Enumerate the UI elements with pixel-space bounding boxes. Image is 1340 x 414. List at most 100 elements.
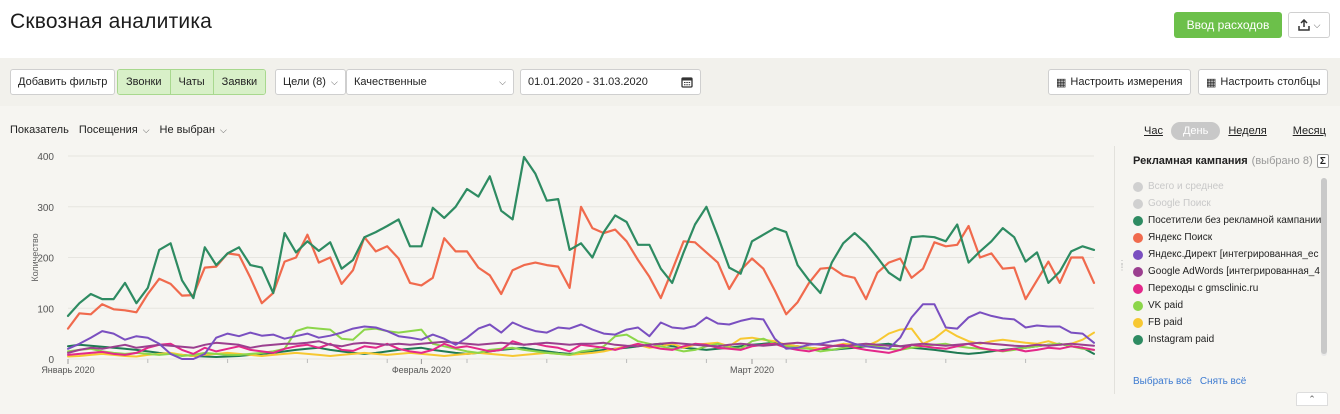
legend-item[interactable]: Всего и среднее (1133, 178, 1329, 195)
setup-columns-button[interactable]: ▦ Настроить столбцы (1198, 69, 1329, 95)
campaign-legend: Рекламная кампания (выбрано 8) Σ Всего и… (1133, 154, 1329, 352)
legend-selected-count: (выбрано 8) (1251, 155, 1313, 167)
legend-color-dot (1133, 317, 1143, 328)
legend-item-label: Google Поиск (1148, 198, 1211, 209)
quality-select[interactable]: Качественные ⌵ (346, 69, 514, 95)
y-tick-label: 400 (37, 152, 54, 163)
period-hour[interactable]: Час (1144, 125, 1163, 137)
period-week[interactable]: Неделя (1228, 125, 1267, 137)
goals-dropdown[interactable]: Цели (8) ⌵ (275, 69, 346, 95)
y-tick-label: 300 (37, 203, 54, 214)
indicator-controls: Показатель Посещения ⌵ Не выбран ⌵ (10, 124, 227, 136)
add-filter-button[interactable]: Добавить фильтр (10, 69, 116, 95)
setup-dimensions-button[interactable]: ▦ Настроить измерения (1048, 69, 1191, 95)
legend-item-label: Яндекс Поиск (1148, 232, 1213, 243)
legend-item-label: FB paid (1148, 317, 1183, 328)
legend-color-dot (1133, 351, 1143, 352)
resize-handle[interactable]: ⋮ ⋮ (1118, 259, 1126, 272)
segment-calls[interactable]: Звонки (118, 70, 171, 94)
y-tick-label: 0 (48, 355, 54, 366)
legend-header: Рекламная кампания (выбрано 8) Σ (1133, 154, 1329, 168)
chevron-down-icon: ⌵ (1313, 19, 1321, 30)
x-tick-label: Январь 2020 (41, 365, 94, 375)
legend-scrollbar-thumb[interactable] (1321, 178, 1327, 354)
legend-item[interactable]: Переходы с gmsclinic.ru (1133, 280, 1329, 297)
y-axis-label: Количество (30, 233, 40, 281)
segment-chats[interactable]: Чаты (170, 70, 214, 94)
secondary-value: Не выбран (159, 124, 215, 136)
export-button[interactable]: ⌵ (1288, 12, 1330, 38)
legend-item[interactable]: Google Поиск (1133, 195, 1329, 212)
date-range-picker[interactable]: 01.01.2020 - 31.03.2020 (520, 69, 701, 95)
sigma-icon[interactable]: Σ (1316, 154, 1329, 168)
period-month[interactable]: Месяц (1292, 125, 1326, 137)
legend-item-label: Instagram paid (1148, 334, 1215, 345)
series-line (66, 205, 1096, 330)
setup-columns-label: Настроить столбцы (1220, 76, 1321, 88)
legend-item-label: Яндекс.Директ [интегрированная_ес (1148, 249, 1319, 260)
columns-icon: ▦ (1206, 76, 1217, 89)
series-line (66, 155, 1096, 317)
indicator-dropdown[interactable]: Посещения ⌵ (79, 124, 150, 136)
period-switcher: Час День Неделя Месяц (1136, 122, 1334, 140)
x-tick-label: Февраль 2020 (392, 365, 451, 375)
legend-item-label: Всего и среднее (1148, 181, 1224, 192)
date-range-value: 01.01.2020 - 31.03.2020 (528, 76, 648, 88)
legend-item-label: Посетители без рекламной кампании (1148, 215, 1322, 226)
y-tick-label: 200 (37, 254, 54, 265)
legend-item[interactable]: Яндекс.Директ [интегрированная_ес (1133, 246, 1329, 263)
legend-color-dot (1133, 232, 1143, 243)
chevron-down-icon: ⌵ (142, 125, 150, 135)
filter-toolbar: Добавить фильтр Звонки Чаты Заявки Цели … (0, 58, 1340, 106)
legend-item-label: Google AdWords [интегрированная_4 (1148, 266, 1320, 277)
legend-color-dot (1133, 198, 1143, 209)
legend-color-dot (1133, 215, 1143, 226)
chevron-down-icon: ⌵ (499, 76, 506, 87)
legend-item[interactable]: Instagram (1133, 348, 1329, 352)
columns-icon: ▦ (1056, 76, 1067, 89)
series-line (67, 303, 1095, 360)
segment-requests[interactable]: Заявки (213, 70, 266, 94)
page-title: Сквозная аналитика (10, 10, 213, 33)
legend-item[interactable]: Instagram paid (1133, 331, 1329, 348)
legend-color-dot (1133, 283, 1143, 294)
legend-item-label: Instagram (1148, 351, 1192, 352)
legend-item-label: VK paid (1148, 300, 1184, 311)
quality-value: Качественные (354, 76, 427, 88)
legend-item[interactable]: VK paid (1133, 297, 1329, 314)
chevron-up-icon: ⌃ (1308, 393, 1316, 404)
period-day[interactable]: День (1170, 122, 1221, 140)
collapse-button[interactable]: ⌃ (1296, 392, 1328, 406)
legend-item[interactable]: FB paid (1133, 314, 1329, 331)
setup-dimensions-label: Настроить измерения (1070, 76, 1183, 88)
legend-color-dot (1133, 334, 1143, 345)
clear-all-link[interactable]: Снять всё (1199, 376, 1247, 387)
line-chart: 0 100 200 300 400 Январь 2020 Февраль 2020 Март… (30, 152, 1096, 375)
series-line (67, 326, 1095, 357)
channel-segment-control: Звонки Чаты Заявки (117, 69, 267, 95)
select-all-link[interactable]: Выбрать всё (1133, 376, 1192, 387)
legend-actions: Выбрать всё Снять всё (1133, 376, 1246, 387)
y-tick-label: 100 (37, 304, 54, 315)
expenses-input-button[interactable]: Ввод расходов (1174, 12, 1282, 38)
secondary-indicator-dropdown[interactable]: Не выбран ⌵ (160, 124, 227, 136)
legend-color-dot (1133, 300, 1143, 311)
indicator-value: Посещения (78, 124, 138, 136)
chevron-down-icon: ⌵ (220, 125, 227, 135)
legend-color-dot (1133, 181, 1143, 192)
series-line (67, 340, 1095, 354)
legend-item[interactable]: Яндекс Поиск (1133, 229, 1329, 246)
panel-divider (1114, 146, 1115, 394)
legend-item[interactable]: Посетители без рекламной кампании (1133, 212, 1329, 229)
legend-list: Всего и среднее Google Поиск Посетители бе… (1133, 178, 1329, 352)
legend-color-dot (1133, 266, 1143, 277)
legend-title: Рекламная кампания (1133, 155, 1248, 167)
indicator-label: Показатель (10, 124, 69, 136)
calendar-icon (681, 77, 693, 88)
legend-color-dot (1133, 249, 1143, 260)
legend-item-label: Переходы с gmsclinic.ru (1148, 283, 1259, 294)
share-export-icon (1297, 19, 1310, 31)
header: Сквозная аналитика Ввод расходов ⌵ (0, 0, 1340, 58)
legend-item[interactable]: Google AdWords [интегрированная_4 (1133, 263, 1329, 280)
chevron-down-icon: ⌵ (330, 76, 338, 87)
